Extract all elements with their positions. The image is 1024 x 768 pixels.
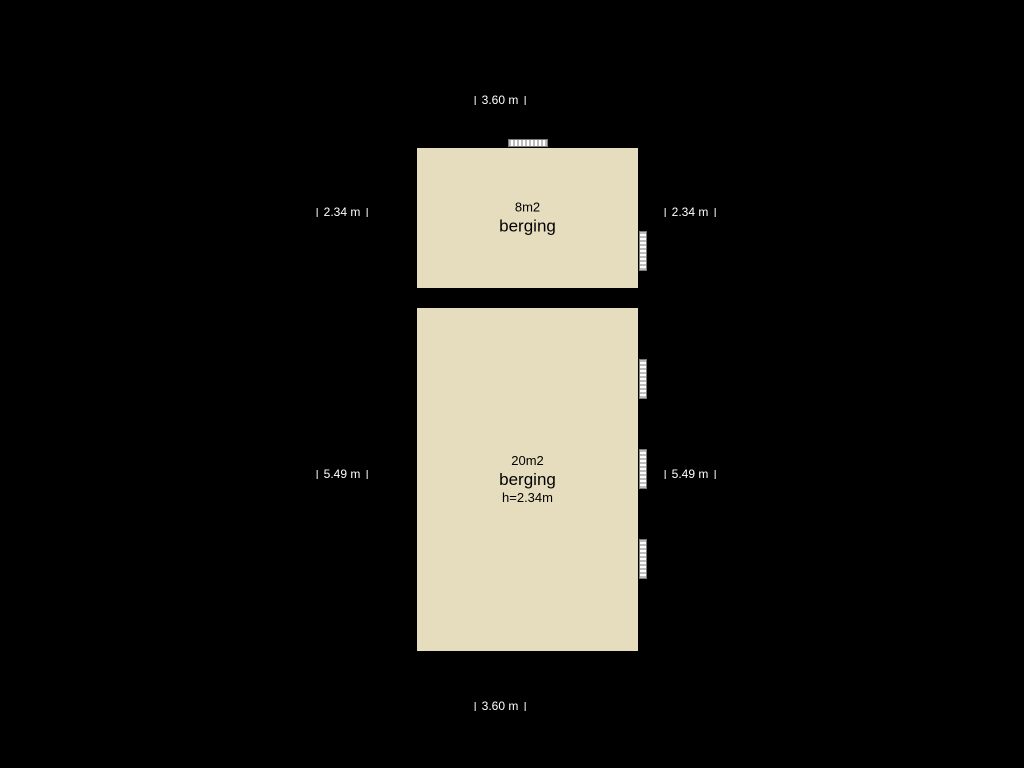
dimension-top: 3.60 m	[475, 93, 526, 107]
dimension-right-lower: 5.49 m	[665, 467, 716, 481]
dimension-right-upper-text: 2.34 m	[672, 205, 709, 219]
dimension-bottom: 3.60 m	[475, 699, 526, 713]
dimension-right-lower-text: 5.49 m	[672, 467, 709, 481]
dimension-tick	[475, 702, 476, 711]
dimension-tick	[714, 470, 715, 479]
dimension-tick	[524, 702, 525, 711]
window-mark	[639, 449, 647, 489]
dimension-left-lower: 5.49 m	[317, 467, 368, 481]
dimension-tick	[714, 208, 715, 217]
dimension-tick	[366, 208, 367, 217]
room-top-label: 8m2 berging	[417, 199, 638, 237]
dimension-left-lower-text: 5.49 m	[324, 467, 361, 481]
dimension-tick	[475, 96, 476, 105]
room-top-area: 8m2	[417, 199, 638, 215]
window-mark	[639, 539, 647, 579]
window-mark	[639, 359, 647, 399]
dimension-tick	[665, 470, 666, 479]
floorplan-canvas: 8m2 berging 20m2 berging h=2.34m 3.60 m …	[0, 0, 1024, 768]
room-top-name: berging	[417, 216, 638, 237]
window-mark	[508, 139, 548, 147]
room-top: 8m2 berging	[412, 143, 643, 293]
dimension-tick	[317, 208, 318, 217]
dimension-left-upper: 2.34 m	[317, 205, 368, 219]
dimension-left-upper-text: 2.34 m	[324, 205, 361, 219]
dimension-bottom-text: 3.60 m	[482, 699, 519, 713]
room-bottom-label: 20m2 berging h=2.34m	[417, 453, 638, 507]
dimension-tick	[317, 470, 318, 479]
dimension-right-upper: 2.34 m	[665, 205, 716, 219]
dimension-tick	[524, 96, 525, 105]
room-bottom: 20m2 berging h=2.34m	[412, 303, 643, 656]
window-mark	[639, 231, 647, 271]
room-bottom-area: 20m2	[417, 453, 638, 469]
dimension-top-text: 3.60 m	[482, 93, 519, 107]
dimension-tick	[665, 208, 666, 217]
room-bottom-height: h=2.34m	[417, 490, 638, 506]
room-bottom-name: berging	[417, 469, 638, 490]
dimension-tick	[366, 470, 367, 479]
